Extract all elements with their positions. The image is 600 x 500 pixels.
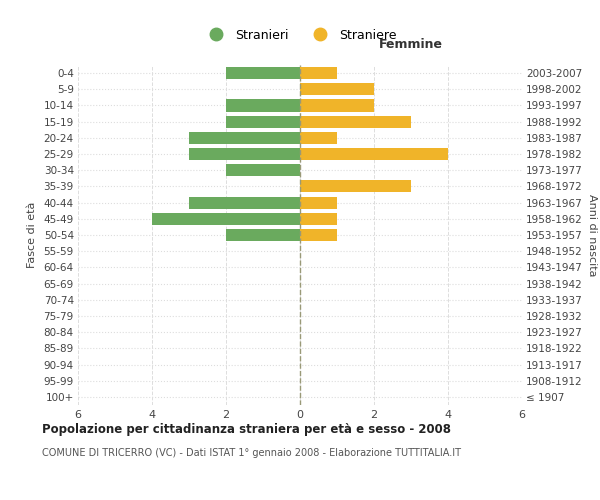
Bar [226, 116, 300, 128]
Bar [189, 132, 300, 144]
Bar [300, 229, 337, 241]
Bar [189, 148, 300, 160]
Bar [226, 229, 300, 241]
Bar [300, 196, 337, 208]
Legend: Stranieri, Straniere: Stranieri, Straniere [199, 24, 401, 46]
Bar [300, 180, 411, 192]
Bar [300, 83, 374, 96]
Y-axis label: Anni di nascita: Anni di nascita [587, 194, 597, 276]
Bar [226, 100, 300, 112]
Text: COMUNE DI TRICERRO (VC) - Dati ISTAT 1° gennaio 2008 - Elaborazione TUTTITALIA.I: COMUNE DI TRICERRO (VC) - Dati ISTAT 1° … [42, 448, 461, 458]
Y-axis label: Fasce di età: Fasce di età [26, 202, 37, 268]
Text: Popolazione per cittadinanza straniera per età e sesso - 2008: Popolazione per cittadinanza straniera p… [42, 422, 451, 436]
Bar [152, 212, 300, 225]
Bar [189, 196, 300, 208]
Bar [300, 148, 448, 160]
Text: Femmine: Femmine [379, 38, 443, 52]
Bar [226, 164, 300, 176]
Bar [300, 67, 337, 79]
Bar [226, 67, 300, 79]
Bar [300, 116, 411, 128]
Bar [300, 132, 337, 144]
Bar [300, 100, 374, 112]
Bar [300, 212, 337, 225]
